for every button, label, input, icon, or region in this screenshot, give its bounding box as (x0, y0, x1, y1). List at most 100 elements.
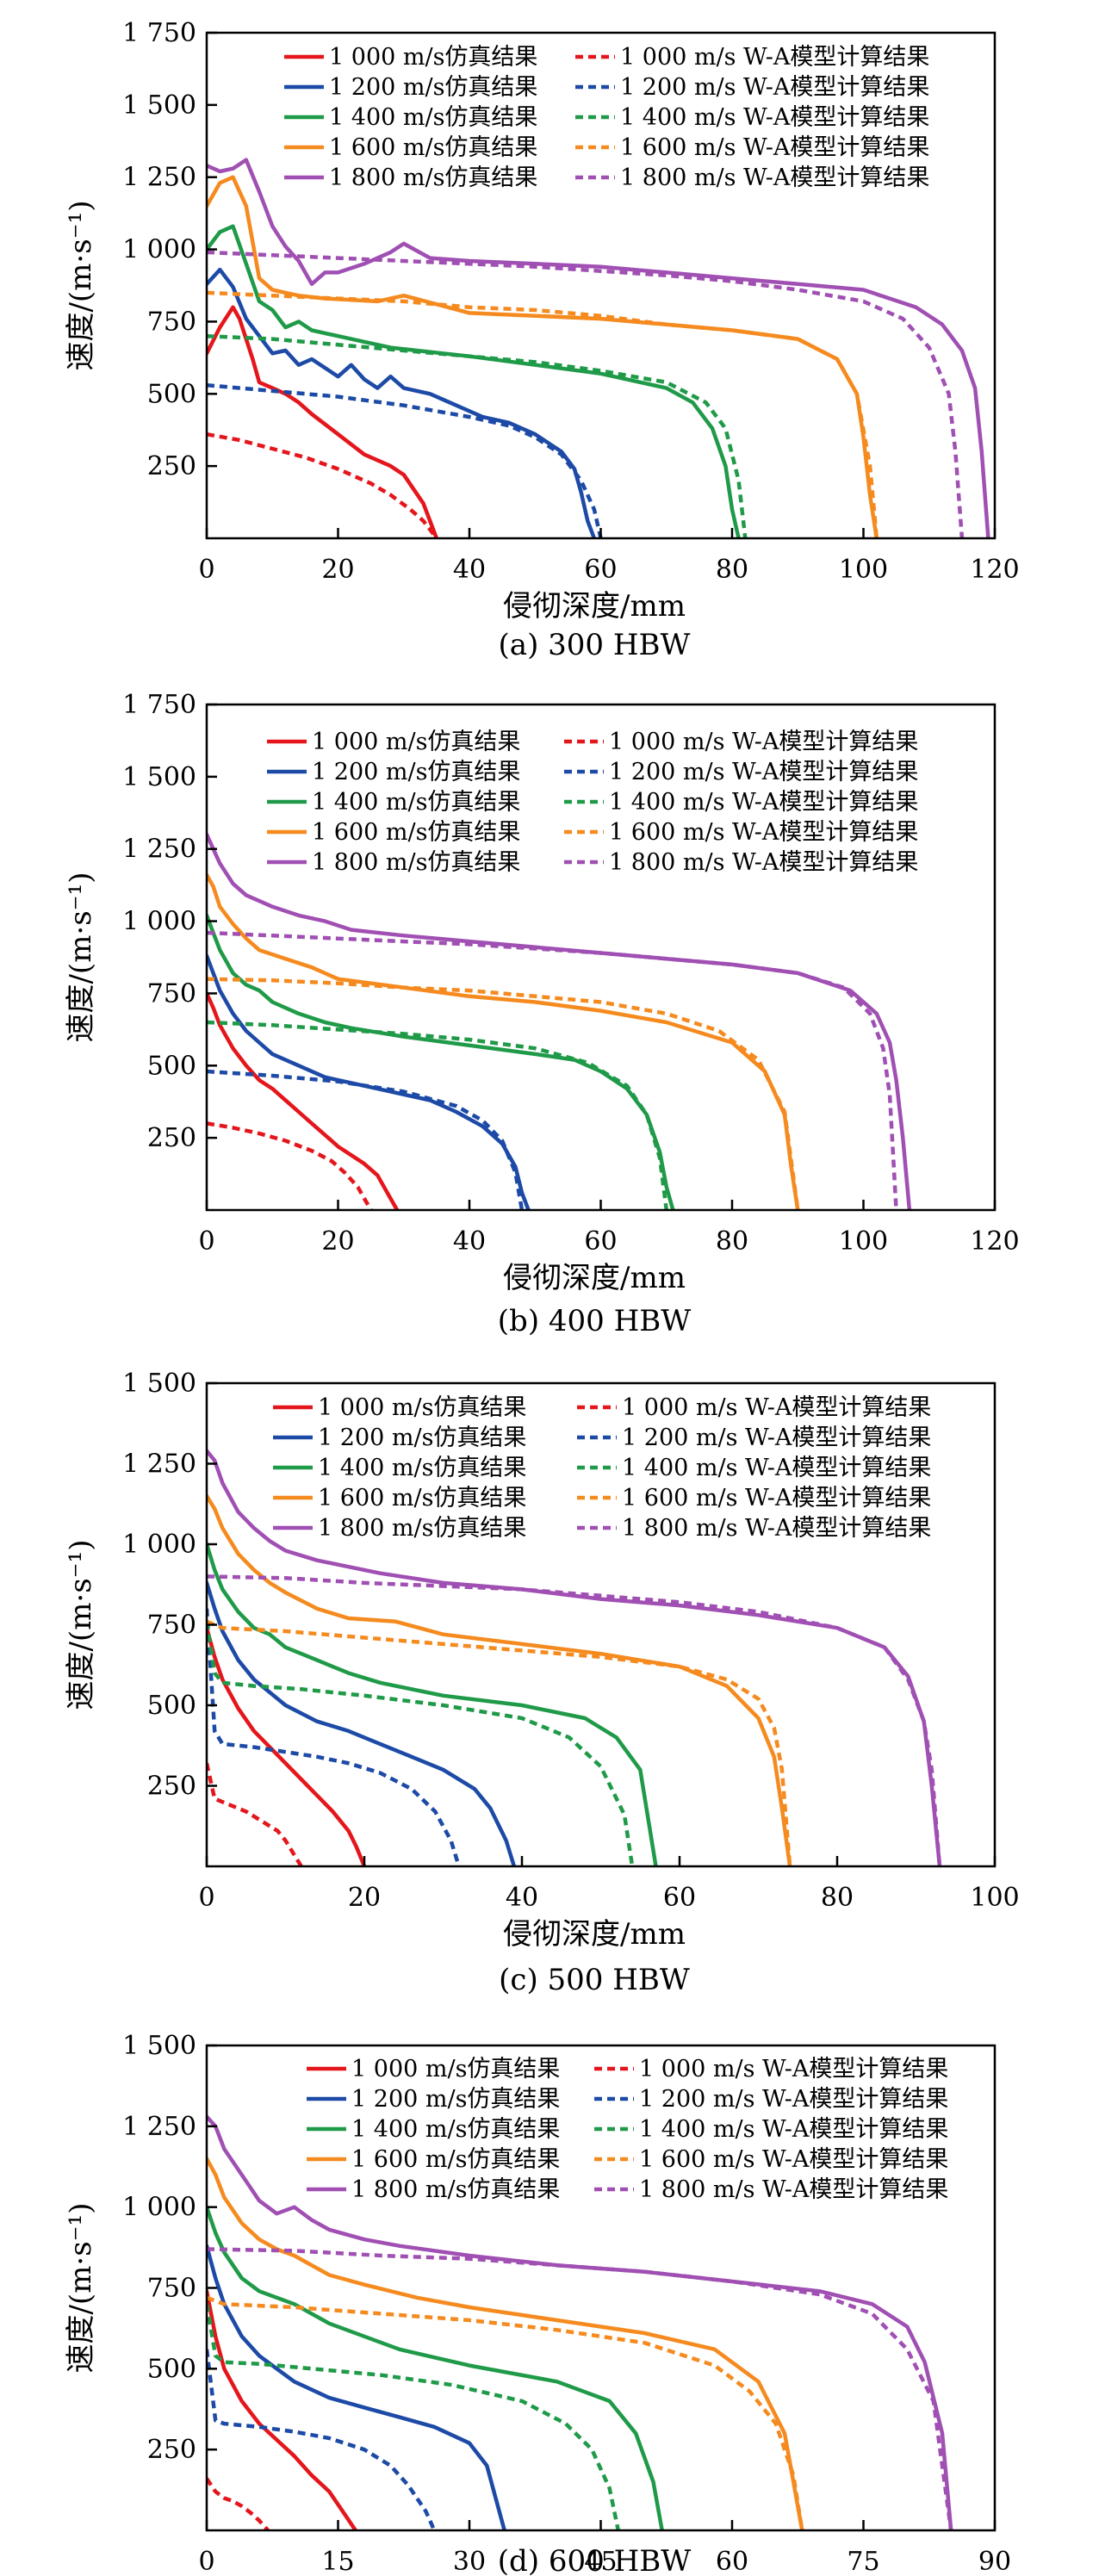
y-tick-label: 1 750 (122, 690, 196, 720)
x-tick-label: 15 (321, 2547, 354, 2576)
series-line-model-0 (207, 1762, 303, 1866)
legend-label-model-3: 1 600 m/s W-A模型计算结果 (620, 134, 929, 161)
series-line-sim-4 (207, 2114, 953, 2530)
y-axis-title: 速度/(m·s⁻¹) (64, 200, 98, 370)
legend-3: 1 000 m/s仿真结果 1 000 m/s W-A模型计算结果 1 200 m/… (307, 2056, 948, 2203)
y-tick-label: 500 (147, 1051, 196, 1081)
y-tick-label: 1 000 (122, 907, 196, 937)
x-tick-label: 0 (198, 1883, 214, 1913)
panel-caption: (c) 500 HBW (499, 1963, 690, 1997)
series-line-model-0 (207, 431, 438, 538)
legend-label-model-4: 1 800 m/s W-A模型计算结果 (622, 1515, 931, 1542)
legend-label-model-3: 1 600 m/s W-A模型计算结果 (639, 2146, 948, 2173)
legend-label-sim-4: 1 800 m/s仿真结果 (312, 849, 520, 876)
y-axis-title: 速度/(m·s⁻¹) (64, 872, 98, 1042)
y-tick-label: 500 (147, 2354, 196, 2384)
x-tick-label: 20 (321, 555, 354, 585)
legend-label-model-2: 1 400 m/s W-A模型计算结果 (622, 1455, 931, 1481)
y-tick-label: 1 000 (122, 235, 196, 265)
y-tick-label: 1 000 (122, 2193, 196, 2223)
y-tick-label: 1 500 (122, 90, 196, 121)
x-tick-label: 60 (584, 555, 617, 585)
series-line-sim-0 (207, 991, 400, 1210)
series-line-model-0 (207, 2477, 270, 2530)
series-line-sim-2 (207, 224, 741, 538)
series-line-sim-1 (207, 953, 531, 1210)
series-line-model-2 (207, 1621, 635, 1866)
legend-label-sim-0: 1 000 m/s仿真结果 (351, 2056, 560, 2083)
x-tick-label: 100 (970, 1883, 1019, 1913)
y-tick-label: 250 (147, 451, 196, 481)
chart-panel-1: 0 20 40 60 80 100 120 250 500 750 1 000 1 250 1 500 1… (64, 690, 1020, 1338)
x-tick-label: 20 (348, 1883, 381, 1913)
y-tick-label: 750 (147, 1611, 196, 1641)
legend-label-model-2: 1 400 m/s W-A模型计算结果 (620, 104, 929, 131)
series-line-sim-3 (207, 1493, 792, 1866)
series-line-model-2 (207, 333, 748, 538)
legend-label-sim-2: 1 400 m/s仿真结果 (318, 1455, 526, 1481)
series-line-model-1 (207, 382, 603, 538)
series-line-sim-4 (207, 832, 912, 1210)
legend-label-model-4: 1 800 m/s W-A模型计算结果 (620, 164, 929, 191)
x-tick-label: 100 (839, 1226, 888, 1257)
legend-label-model-4: 1 800 m/s W-A模型计算结果 (639, 2176, 948, 2203)
y-tick-label: 1 250 (122, 163, 196, 193)
legend-label-model-1: 1 200 m/s W-A模型计算结果 (609, 759, 918, 785)
legend-label-sim-3: 1 600 m/s仿真结果 (318, 1485, 526, 1511)
x-tick-label: 20 (321, 1226, 354, 1257)
x-tick-label: 90 (978, 2547, 1011, 2576)
y-tick-label: 500 (147, 379, 196, 409)
series-line-sim-1 (207, 1580, 517, 1866)
series-line-sim-1 (207, 2244, 506, 2530)
legend-label-model-3: 1 600 m/s W-A模型计算结果 (622, 1485, 931, 1511)
series-line-sim-3 (207, 2157, 804, 2530)
legend-label-model-1: 1 200 m/s W-A模型计算结果 (639, 2086, 948, 2113)
chart-panel-0: 0 20 40 60 80 100 120 250 500 750 1 000 1 250 1 500 1… (64, 18, 1020, 662)
series-line-model-4 (207, 2247, 953, 2530)
y-tick-label: 750 (147, 978, 196, 1009)
series-line-model-4 (207, 930, 898, 1210)
legend-0: 1 000 m/s仿真结果 1 000 m/s W-A模型计算结果 1 200 m/… (284, 44, 929, 191)
x-tick-label: 80 (716, 555, 748, 585)
chart-panel-2: 0 20 40 60 80 100 250 500 750 1 000 1 250 1 500 侵彻深度… (64, 1369, 1020, 1997)
legend-label-sim-3: 1 600 m/s仿真结果 (351, 2146, 560, 2173)
legend-label-model-2: 1 400 m/s W-A模型计算结果 (639, 2116, 948, 2143)
x-tick-label: 0 (198, 1226, 214, 1257)
x-tick-label: 0 (198, 2547, 214, 2576)
y-tick-label: 1 000 (122, 1530, 196, 1560)
series-line-model-4 (207, 1574, 942, 1866)
x-tick-label: 60 (663, 1883, 696, 1913)
series-line-model-3 (207, 290, 879, 538)
y-tick-label: 1 250 (122, 835, 196, 865)
x-tick-label: 30 (453, 2547, 486, 2576)
x-axis-title: 侵彻深度/mm (503, 589, 686, 624)
series-line-model-0 (207, 1121, 373, 1210)
legend-2: 1 000 m/s仿真结果 1 000 m/s W-A模型计算结果 1 200 m/… (273, 1394, 931, 1542)
legend-label-model-0: 1 000 m/s W-A模型计算结果 (620, 44, 929, 71)
legend-1: 1 000 m/s仿真结果 1 000 m/s W-A模型计算结果 1 200 m/… (267, 729, 918, 876)
series-line-model-2 (207, 1020, 669, 1210)
series-line-sim-3 (207, 175, 879, 538)
x-tick-label: 100 (839, 555, 888, 585)
series-group-1 (207, 832, 912, 1210)
series-group-2 (207, 1449, 942, 1866)
y-tick-label: 1 500 (122, 1369, 196, 1399)
series-line-sim-2 (207, 2205, 664, 2530)
y-tick-label: 1 750 (122, 18, 196, 48)
legend-label-sim-4: 1 800 m/s仿真结果 (318, 1515, 526, 1542)
series-group-0 (207, 158, 990, 538)
x-axis-title: 侵彻深度/mm (503, 1917, 686, 1952)
y-axis-title: 速度/(m·s⁻¹) (64, 1539, 98, 1710)
x-tick-label: 60 (584, 1226, 617, 1257)
legend-label-model-1: 1 200 m/s W-A模型计算结果 (622, 1425, 931, 1451)
legend-label-model-3: 1 600 m/s W-A模型计算结果 (609, 819, 918, 846)
x-tick-label: 75 (847, 2547, 879, 2576)
legend-label-sim-3: 1 600 m/s仿真结果 (312, 819, 520, 846)
series-group-3 (207, 2114, 953, 2530)
series-line-sim-0 (207, 1625, 367, 1866)
legend-label-sim-2: 1 400 m/s仿真结果 (312, 789, 520, 816)
series-line-model-2 (207, 2303, 621, 2530)
legend-label-sim-2: 1 400 m/s仿真结果 (351, 2116, 560, 2143)
x-tick-label: 40 (453, 1226, 486, 1257)
series-line-sim-0 (207, 2289, 358, 2530)
